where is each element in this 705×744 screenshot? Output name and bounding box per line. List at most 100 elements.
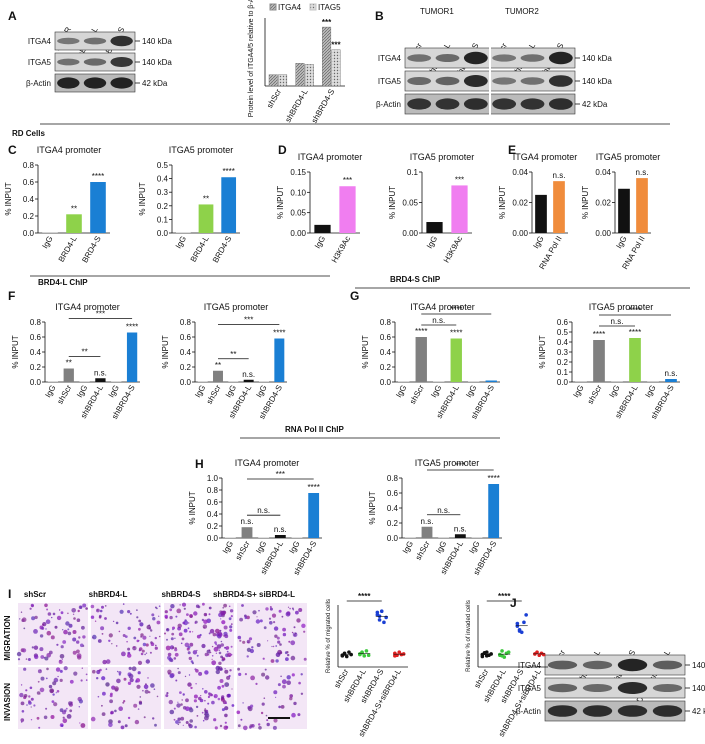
cell [105,668,108,670]
bar [322,26,332,87]
cell [272,645,275,648]
y-axis-label: % INPUT [581,186,590,219]
cell [277,683,281,687]
cell [184,675,187,678]
cell [212,632,217,637]
band [547,683,578,693]
cell [238,672,242,677]
x-tick-label: IgG [287,540,301,556]
cell [281,615,284,618]
cell [218,632,223,637]
cell [198,696,202,701]
y-tick-label: 0.2 [387,519,399,528]
point [515,621,520,626]
cell [208,632,211,635]
y-tick-label: 0.3 [557,348,569,357]
x-tick-label: shScr [586,383,604,406]
cell [246,655,249,658]
cell [171,632,175,636]
significance: *** [343,176,352,185]
cell [188,622,190,624]
cell [185,698,189,703]
significance: n.s. [421,517,434,526]
y-tick-label: 0.0 [207,534,219,543]
cell [287,653,290,657]
point [500,654,504,658]
cell [69,709,73,713]
x-tick-label: IgG [254,384,268,400]
cell [179,604,181,606]
x-tick-label: shScr [234,539,252,562]
y-tick-label: 0.04 [512,168,528,177]
cell [258,723,261,726]
cell [203,619,208,624]
cell [204,652,209,657]
y-tick-label: 0.6 [380,333,392,342]
y-tick-label: 0.5 [557,328,569,337]
band [520,98,545,110]
cell [25,658,28,660]
cell [20,684,23,686]
cell [229,628,233,632]
y-tick-label: 0.00 [512,229,528,238]
cell [72,637,77,642]
cell [129,678,134,683]
cell [198,671,203,676]
cell [59,654,65,659]
cell [17,658,21,661]
cell [239,617,244,622]
cell [230,623,233,625]
cell [229,625,233,629]
cell [224,668,226,670]
bar [593,340,605,382]
cell [263,697,266,699]
cell [237,724,241,728]
y-axis-label: Relative % of migrated cells [326,599,332,673]
panel-letter: B [375,9,384,23]
cell [291,712,296,718]
cell [137,708,140,710]
cell [189,630,192,633]
cell [225,702,228,704]
cell [200,695,202,697]
cell [176,703,181,708]
cell [96,609,99,611]
cell [287,606,290,608]
cell [271,645,273,648]
cell [53,677,59,683]
cell [133,636,137,640]
significance: **** [222,167,234,176]
legend-label: ITGA4 [278,3,302,12]
band [435,54,460,62]
cell [25,689,28,692]
cell [82,635,86,639]
cell [276,636,280,640]
cell [211,658,213,661]
cell [56,690,60,693]
cell [223,725,228,730]
bar [295,63,305,87]
cell [269,607,273,611]
cell [242,702,244,704]
significance: n.s. [665,369,678,378]
cell [169,673,174,679]
cell [192,650,198,655]
cell [192,631,194,633]
cell [82,645,85,647]
bar [471,537,483,538]
y-axis-label: % INPUT [276,186,285,219]
x-tick-label: IgG [434,540,448,556]
x-tick-label: IgG [401,540,415,556]
cell [39,647,44,652]
cell [213,694,218,699]
band [520,54,545,62]
cell [31,616,36,621]
cell [275,696,277,698]
cell [105,682,110,687]
cell [101,712,106,716]
x-tick-label: BRD4-S [80,235,102,265]
column-label: shBRD4-S [161,590,201,599]
significance: *** [322,18,332,27]
cell [123,700,126,703]
cell [104,605,107,607]
